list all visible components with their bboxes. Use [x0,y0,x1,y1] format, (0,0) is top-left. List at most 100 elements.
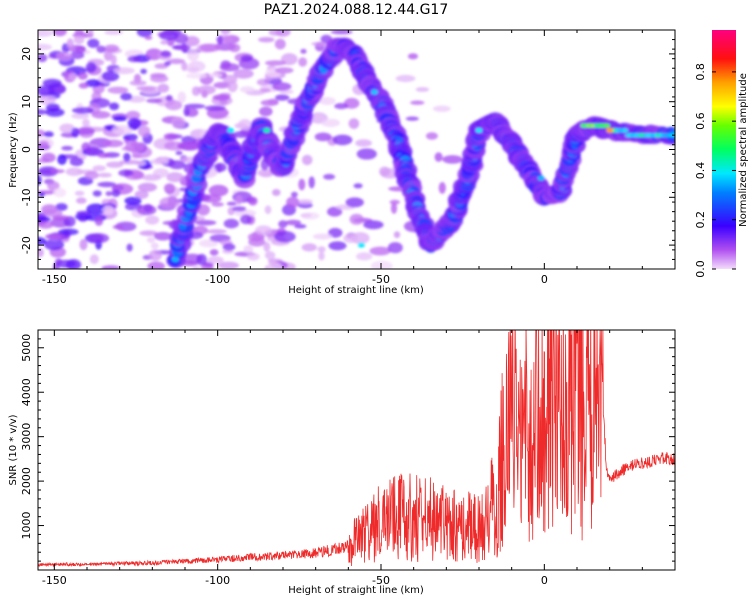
heatmap-noise-blob [353,183,363,189]
heatmap-noise-blob [68,72,78,80]
tick-label: -150 [42,273,67,286]
heatmap-noise-blob [278,220,288,228]
heatmap-noise-blob [195,220,217,226]
heatmap-noise-blob [321,118,341,128]
heatmap-noise-blob [107,86,129,94]
heatmap-noise-blob [167,58,185,65]
heatmap-peak-blob [606,127,614,133]
heatmap-noise-blob [248,196,258,206]
heatmap-noise-blob [243,245,254,254]
tick-label: 0.0 [694,260,707,278]
heatmap-noise-blob [216,35,224,45]
heatmap-noise-blob [208,184,229,197]
heatmap-noise-blob [274,230,296,243]
colorbar-gradient [712,30,736,269]
heatmap-noise-blob [255,225,273,236]
heatmap-noise-blob [425,132,438,140]
heatmap-core-blob [604,123,611,128]
heatmap-noise-blob [369,246,391,256]
heatmap-noise-blob [442,155,463,164]
tick-label: 3000 [20,423,33,451]
heatmap-noise-blob [38,166,59,177]
heatmap-noise-blob [126,243,133,252]
heatmap-noise-blob [85,79,102,88]
heatmap-noise-blob [38,216,51,223]
heatmap-noise-blob [184,103,206,109]
heatmap-noise-blob [389,199,400,205]
heatmap-noise-blob [111,189,121,197]
heatmap-blobs [38,30,675,269]
tick-label: -100 [205,273,230,286]
heatmap-noise-blob [136,30,153,38]
heatmap-noise-blob [85,146,100,156]
heatmap-noise-blob [70,51,85,60]
heatmap-noise-blob [160,50,172,58]
heatmap-noise-blob [343,233,359,243]
heatmap-noise-blob [220,30,231,35]
heatmap-noise-blob [66,38,74,50]
heatmap-noise-blob [267,98,279,105]
heatmap-noise-blob [434,152,443,162]
heatmap-noise-blob [97,152,110,158]
heatmap-noise-blob [177,91,187,104]
colorbar-ticks: 0.0 0.2 0.4 0.6 0.8 [694,63,736,278]
heatmap-noise-blob [87,38,100,48]
heatmap-noise-blob [247,252,260,261]
heatmap-noise-blob [123,152,131,162]
snr-panel: -150 -100 -50 0 1000 2000 3000 4000 5000 Height … [8,329,676,596]
heatmap-noise-blob [119,159,141,165]
heatmap-noise-blob [268,259,277,266]
heatmap-noise-blob [379,166,391,177]
heatmap-noise-blob [136,86,157,91]
heatmap-noise-blob [312,233,333,240]
heatmap-noise-blob [275,94,290,101]
heatmap-noise-blob [47,181,60,191]
heatmap-noise-blob [79,239,88,251]
heatmap-noise-blob [85,62,97,73]
heatmap-noise-blob [348,118,360,129]
heatmap-noise-blob [42,209,63,218]
heatmap-noise-blob [199,43,221,52]
heatmap-peak-blob [371,89,378,95]
heatmap-noise-blob [217,261,240,269]
heatmap-noise-blob [228,43,241,53]
heatmap-noise-blob [125,110,141,121]
heatmap-noise-blob [104,44,120,53]
heatmap-noise-blob [113,67,135,75]
heatmap-noise-blob [76,197,87,204]
heatmap-noise-blob [143,204,153,213]
heatmap-noise-blob [208,72,223,78]
tick-label: -150 [42,574,67,587]
heatmap-noise-blob [53,30,67,37]
heatmap-noise-blob [227,80,238,93]
heatmap-noise-blob [184,36,200,47]
heatmap-noise-blob [102,205,114,216]
heatmap-noise-blob [145,48,163,61]
tick-label: 20 [20,47,33,61]
heatmap-noise-blob [101,265,121,269]
tick-label: 0.4 [694,162,707,180]
heatmap-noise-blob [71,113,90,119]
heatmap-noise-blob [38,53,48,63]
heatmap-noise-blob [332,134,353,146]
heatmap-noise-blob [300,212,320,220]
heatmap-noise-blob [150,242,159,250]
heatmap-noise-blob [44,238,65,251]
snr-frame [37,329,676,571]
heatmap-noise-blob [226,201,237,206]
heatmap-noise-blob [256,78,270,86]
heatmap-noise-blob [145,215,160,225]
heatmap-noise-blob [197,85,216,95]
heatmap-noise-blob [395,74,416,83]
heatmap-noise-blob [206,229,227,234]
heatmap-noise-blob [349,213,364,225]
heatmap-noise-blob [38,43,52,51]
heatmap-noise-blob [41,152,56,163]
heatmap-core-blob [622,128,629,133]
heatmap-noise-blob [187,49,200,62]
heatmap-noise-blob [122,133,138,141]
heatmap-noise-blob [104,30,124,35]
tick-label: 0.2 [694,211,707,229]
heatmap-noise-blob [219,63,240,72]
heatmap-noise-blob [84,171,100,180]
